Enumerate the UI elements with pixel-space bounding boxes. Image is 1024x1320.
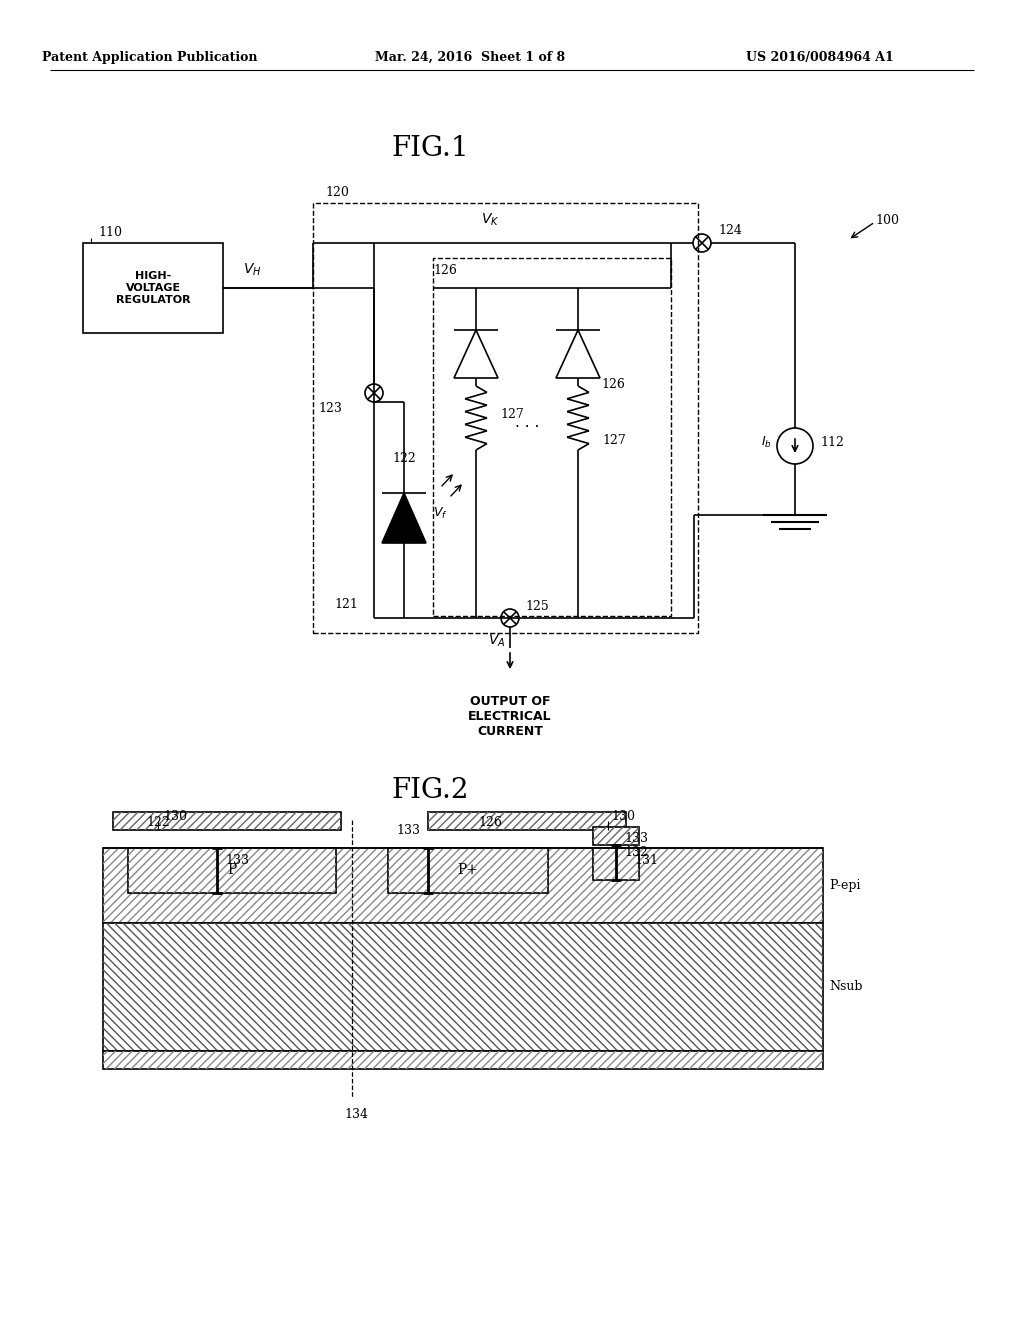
Bar <box>593 847 639 880</box>
Text: Mar. 24, 2016  Sheet 1 of 8: Mar. 24, 2016 Sheet 1 of 8 <box>375 50 565 63</box>
Text: 121: 121 <box>334 598 358 611</box>
Bar <box>103 923 823 1051</box>
Text: $V_H$: $V_H$ <box>243 261 261 279</box>
Text: 133: 133 <box>624 832 648 845</box>
Text: HIGH-
VOLTAGE
REGULATOR: HIGH- VOLTAGE REGULATOR <box>116 272 190 305</box>
Text: FIG.1: FIG.1 <box>391 135 469 161</box>
Bar <box>593 847 639 880</box>
Text: 130: 130 <box>611 809 635 822</box>
Text: $V_A$: $V_A$ <box>488 632 506 649</box>
Bar <box>593 828 639 845</box>
Text: · · ·: · · · <box>515 421 540 436</box>
Text: P-epi: P-epi <box>829 879 860 892</box>
Text: 110: 110 <box>98 227 122 239</box>
Text: 122: 122 <box>392 451 416 465</box>
Text: P: P <box>227 863 237 878</box>
Polygon shape <box>382 492 426 543</box>
Text: 125: 125 <box>525 601 549 614</box>
Bar <box>388 847 548 894</box>
Text: US 2016/0084964 A1: US 2016/0084964 A1 <box>746 50 894 63</box>
Text: 122: 122 <box>146 817 170 829</box>
Text: 100: 100 <box>874 214 899 227</box>
Text: 127: 127 <box>500 408 523 421</box>
Bar <box>103 1051 823 1069</box>
Bar <box>433 257 671 616</box>
Text: 132: 132 <box>624 846 648 859</box>
Polygon shape <box>556 330 600 378</box>
Text: 124: 124 <box>718 223 741 236</box>
Text: 126: 126 <box>601 379 625 392</box>
Text: 133: 133 <box>396 824 420 837</box>
Bar <box>313 203 698 634</box>
Text: Nsub: Nsub <box>829 981 862 994</box>
Text: $V_f$: $V_f$ <box>433 506 447 520</box>
Text: 134: 134 <box>344 1107 368 1121</box>
Text: 127: 127 <box>602 433 626 446</box>
Text: 130: 130 <box>163 809 187 822</box>
Bar <box>593 828 639 845</box>
Polygon shape <box>454 330 498 378</box>
Bar <box>103 847 823 923</box>
Text: OUTPUT OF
ELECTRICAL
CURRENT: OUTPUT OF ELECTRICAL CURRENT <box>468 696 552 738</box>
Text: 120: 120 <box>325 186 349 199</box>
Bar <box>103 847 823 923</box>
Bar <box>128 847 336 894</box>
Bar <box>428 812 626 830</box>
Text: 126: 126 <box>478 817 502 829</box>
Bar <box>428 812 626 830</box>
Bar <box>83 243 223 333</box>
Text: $I_b$: $I_b$ <box>761 434 772 450</box>
Text: 133: 133 <box>225 854 249 866</box>
Text: $V_K$: $V_K$ <box>480 211 500 228</box>
Bar <box>388 847 548 894</box>
Bar <box>103 1051 823 1069</box>
Text: FIG.2: FIG.2 <box>391 776 469 804</box>
Text: 131: 131 <box>634 854 658 866</box>
Bar <box>113 812 341 830</box>
Text: 123: 123 <box>318 401 342 414</box>
Bar <box>128 847 336 894</box>
Text: 126: 126 <box>433 264 457 276</box>
Text: 112: 112 <box>820 436 844 449</box>
Text: P+: P+ <box>458 863 478 878</box>
Bar <box>103 923 823 1051</box>
Bar <box>113 812 341 830</box>
Text: Patent Application Publication: Patent Application Publication <box>42 50 258 63</box>
